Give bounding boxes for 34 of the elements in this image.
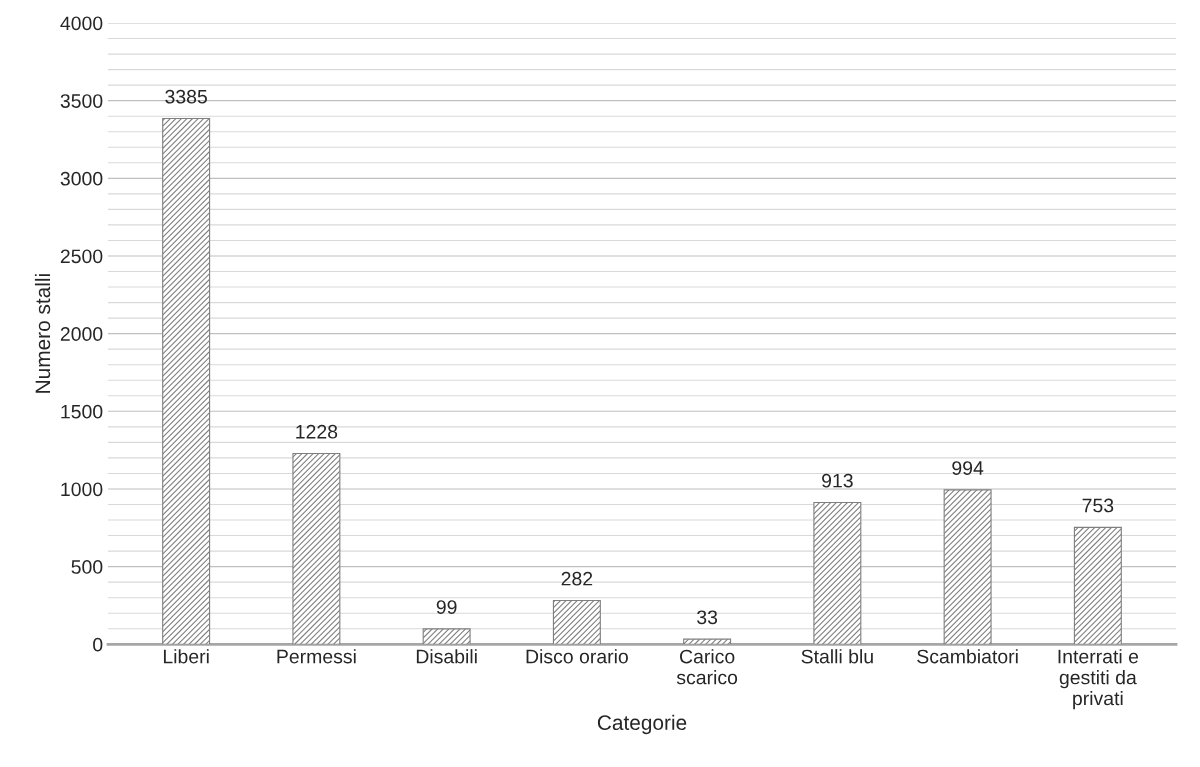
x-axis-title: Categorie — [597, 714, 687, 735]
y-tick-label: 0 — [93, 637, 103, 652]
y-tick-label: 1000 — [61, 482, 103, 497]
bar — [813, 501, 862, 645]
data-label: 913 — [822, 473, 853, 488]
data-label: 753 — [1082, 498, 1114, 513]
data-label: 282 — [561, 571, 593, 586]
y-tick-label: 3500 — [60, 94, 103, 108]
x-tick-label: Scambiatori — [917, 649, 1018, 664]
x-tick-label: Disco orario — [526, 649, 628, 664]
y-tick-label: 2500 — [60, 249, 103, 264]
bar — [943, 489, 992, 645]
data-label: 3385 — [165, 89, 207, 104]
y-tick-label: 1500 — [61, 404, 103, 419]
x-tick-label: Interrati e gestiti da privati — [1058, 649, 1139, 710]
bar — [1073, 526, 1122, 645]
data-label: 994 — [952, 461, 984, 475]
y-axis-title: Numero stalli — [34, 274, 51, 393]
x-tick-label: Liberi — [163, 649, 209, 664]
x-tick-label: Carico scarico — [676, 649, 738, 685]
bar — [552, 599, 601, 645]
data-label: 33 — [697, 610, 718, 625]
x-tick-label: Disabili — [416, 649, 477, 664]
y-tick-label: 2000 — [60, 327, 103, 341]
x-tick-label: Stalli blu — [801, 649, 873, 664]
x-tick-label: Permessi — [277, 649, 356, 664]
y-tick-label: 4000 — [60, 16, 103, 31]
data-label: 1228 — [296, 424, 338, 439]
data-label: 99 — [436, 600, 457, 614]
bar — [422, 628, 471, 645]
y-tick-label: 500 — [71, 560, 103, 574]
y-tick-label: 3000 — [60, 171, 103, 186]
bar — [162, 117, 211, 645]
bar — [292, 452, 341, 645]
